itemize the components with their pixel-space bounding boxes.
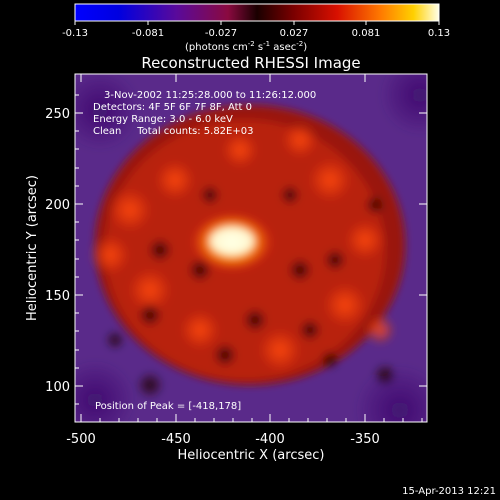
colorbar-tick-label: 0.13 [428,28,450,39]
y-tick-label: 250 [45,107,70,122]
image-title: Reconstructed RHESSI Image [141,54,360,72]
y-axis-label: Heliocentric Y (arcsec) [25,175,40,321]
colorbar-tick-label: -0.027 [205,28,237,39]
colorbar-gradient [74,3,440,22]
y-axis-ticks [75,94,427,405]
x-axis-ticks [80,74,423,422]
x-tick-label: -450 [161,432,191,447]
peak-position-label: Position of Peak = [-418,178] [95,401,241,412]
colorbar-tick-label: 0.081 [352,28,381,39]
colorbar: -0.13 -0.081 -0.027 0.027 0.081 0.13 (ph… [62,3,450,53]
x-axis-label: Heliocentric X (arcsec) [178,448,325,463]
colorbar-tick-label: -0.081 [132,28,164,39]
colorbar-tick-label: 0.027 [280,28,309,39]
x-tick-label: -350 [350,432,380,447]
footer-date: 15-Apr-2013 12:21 [402,486,496,497]
info-time-range: 3-Nov-2002 11:25:28.000 to 11:26:12.000 [104,90,316,101]
y-tick-label: 100 [45,380,70,395]
y-tick-label: 150 [45,289,70,304]
rhessi-image: 3-Nov-2002 11:25:28.000 to 11:26:12.000 … [75,74,427,422]
info-clean-counts: Clean Total counts: 5.82E+03 [93,126,253,137]
info-energy-range: Energy Range: 3.0 - 6.0 keV [93,114,233,125]
plot-frame [74,73,428,423]
colorbar-unit: (photons cm-2 s-1 asec-2) [185,40,307,53]
x-tick-label: -500 [66,432,96,447]
y-tick-label: 200 [45,198,70,213]
x-tick-label: -400 [255,432,285,447]
info-detectors: Detectors: 4F 5F 6F 7F 8F, Att 0 [93,102,252,113]
colorbar-tick-label: -0.13 [62,28,88,39]
